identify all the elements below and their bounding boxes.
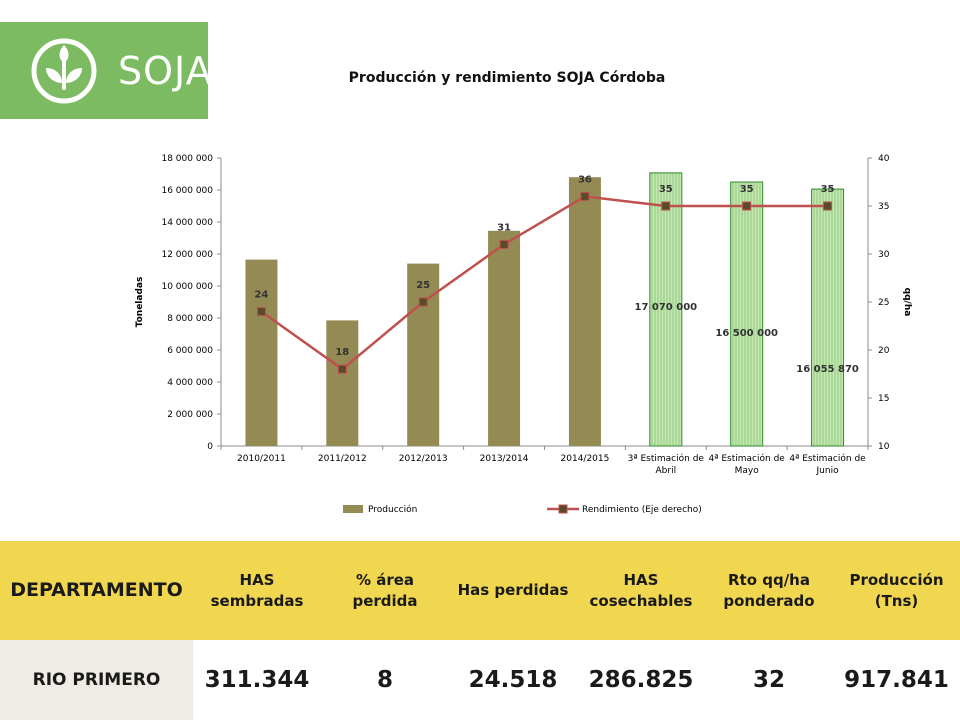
legend-label-produccion: Producción [368, 504, 417, 515]
rendimiento-value-label: 35 [659, 184, 673, 195]
table-header: DEPARTAMENTO HAS sembradas % área perdida Has… [0, 541, 960, 640]
bar-estimate [811, 188, 845, 447]
y-tick-label: 4 000 000 [167, 378, 213, 388]
legend-swatch-produccion [343, 505, 363, 513]
table-header-cell: HAS cosechables [589, 570, 693, 610]
x-tick-label: 2011/2012 [318, 454, 367, 464]
x-tick-label: 3ª Estimación de [628, 453, 705, 464]
rendimiento-marker [742, 201, 752, 211]
bar-value-label: 17 070 000 [634, 302, 697, 313]
table-header-cell: DEPARTAMENTO [10, 579, 183, 601]
table-value-cell: 311.344 [204, 667, 310, 693]
y2-tick-label: 25 [878, 298, 889, 308]
x-tick-label: 4ª Estimación de [709, 453, 786, 464]
logo: SOJA [0, 22, 212, 119]
rendimiento-value-label: 35 [740, 184, 754, 195]
table-value-cell: 32 [752, 667, 785, 693]
y2-tick-label: 10 [878, 442, 890, 452]
logo-text: SOJA [118, 49, 213, 93]
department-cell: RIO PRIMERO [0, 640, 193, 720]
x-tick-label: Abril [656, 466, 677, 476]
table-header-cell: Producción (Tns) [849, 570, 944, 610]
x-tick-label: 2012/2013 [399, 454, 448, 464]
rendimiento-value-label: 36 [578, 174, 592, 185]
y2-tick-label: 40 [878, 154, 890, 164]
bar [245, 259, 278, 446]
table-header-cell: HAS sembradas [210, 570, 304, 610]
bar-estimate [730, 181, 764, 447]
y-tick-label: 18 000 000 [161, 154, 213, 164]
y-axis-title: Toneladas [135, 277, 145, 328]
summary-table: DEPARTAMENTO HAS sembradas % área perdida Has… [0, 541, 960, 720]
rendimiento-marker [580, 191, 590, 201]
table-row: RIO PRIMERO 311.344 8 24.518 286.825 32 917.84… [0, 640, 960, 720]
rendimiento-marker [499, 239, 509, 249]
x-tick-label: 2014/2015 [561, 454, 610, 464]
legend-label-rendimiento: Rendimiento (Eje derecho) [582, 505, 702, 515]
x-tick-label: Mayo [735, 466, 760, 476]
y2-tick-label: 20 [878, 346, 890, 356]
legend-marker-rendimiento [558, 504, 568, 514]
y-tick-label: 8 000 000 [167, 314, 213, 324]
y-tick-label: 6 000 000 [167, 346, 213, 356]
x-tick-label: 2010/2011 [237, 454, 286, 464]
y2-tick-label: 35 [878, 202, 889, 212]
x-tick-label: 4ª Estimación de [789, 453, 866, 464]
rendimiento-value-label: 35 [821, 184, 835, 195]
y-tick-label: 14 000 000 [161, 218, 213, 228]
rendimiento-value-label: 24 [254, 290, 268, 301]
table-header-cell: Has perdidas [457, 581, 569, 599]
table-value-cell: 24.518 [468, 667, 558, 693]
leaf-icon [31, 38, 97, 104]
rendimiento-line [260, 195, 828, 371]
bar [326, 320, 359, 446]
bar [568, 177, 601, 446]
y-tick-label: 2 000 000 [167, 410, 213, 420]
x-tick-label: 2013/2014 [480, 454, 529, 464]
table-header-cell: % área perdida [352, 570, 418, 610]
bar-estimate [649, 172, 683, 447]
chart-title: Producción y rendimiento SOJA Córdoba [348, 70, 666, 86]
rendimiento-value-label: 31 [497, 222, 511, 233]
table-value-cell: 917.841 [844, 667, 949, 693]
table-header-cell: Rto qq/ha ponderado [723, 570, 815, 610]
rendimiento-marker [256, 307, 266, 317]
bar [488, 230, 521, 446]
rendimiento-marker [661, 201, 671, 211]
y-tick-label: 16 000 000 [161, 186, 213, 196]
table-value-cell: 8 [376, 667, 393, 693]
x-tick-label: Junio [816, 466, 840, 476]
bar-value-label: 16 500 000 [715, 328, 778, 339]
rendimiento-value-label: 18 [335, 347, 349, 358]
rendimiento-value-label: 25 [416, 280, 430, 291]
y-tick-label: 0 [207, 442, 213, 452]
rendimiento-marker [823, 201, 833, 211]
y-tick-label: 10 000 000 [161, 282, 213, 292]
chart: 0 2 000 000 4 000 000 6 000 000 8 000 000 10 … [135, 154, 912, 515]
y2-tick-label: 15 [878, 394, 889, 404]
rendimiento-marker [337, 364, 347, 374]
y-tick-label: 12 000 000 [161, 250, 213, 260]
y2-axis-title: qq/ha [902, 288, 912, 317]
y2-tick-label: 30 [878, 250, 890, 260]
rendimiento-marker [418, 297, 428, 307]
table-value-cell: 286.825 [588, 667, 694, 693]
bar-value-label: 16 055 870 [796, 364, 859, 375]
